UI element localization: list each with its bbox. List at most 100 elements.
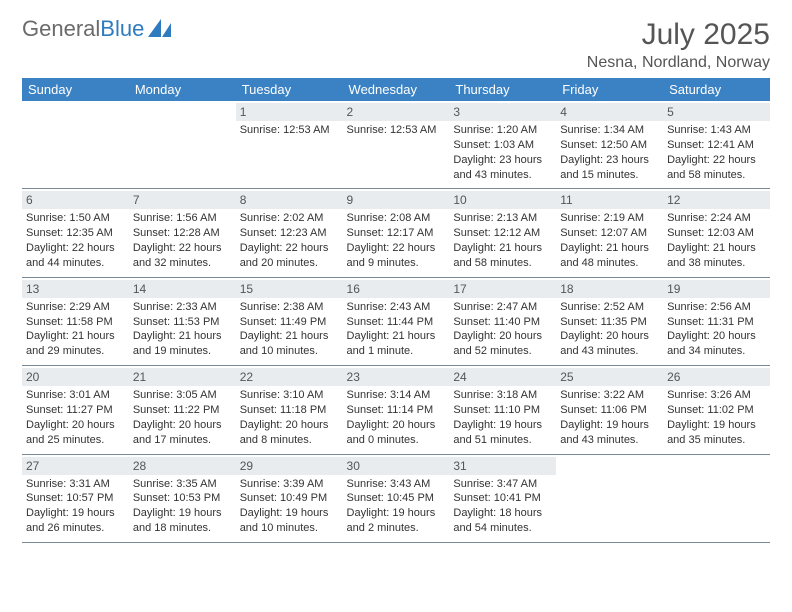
day-detail-line: Sunset: 11:31 PM [667, 315, 766, 330]
day-detail-line: Sunset: 12:07 AM [560, 226, 659, 241]
day-detail-line: Daylight: 21 hours and 29 minutes. [26, 329, 125, 359]
day-details: Sunrise: 3:10 AMSunset: 11:18 PMDaylight… [240, 388, 339, 447]
calendar-cell-inner: 31Sunrise: 3:47 AMSunset: 10:41 PMDaylig… [449, 455, 556, 542]
day-details: Sunrise: 3:18 AMSunset: 11:10 PMDaylight… [453, 388, 552, 447]
calendar-cell-inner: 1Sunrise: 12:53 AM [236, 101, 343, 185]
day-detail-line: Daylight: 20 hours and 43 minutes. [560, 329, 659, 359]
location-subtitle: Nesna, Nordland, Norway [587, 54, 770, 72]
day-detail-line: Daylight: 22 hours and 44 minutes. [26, 241, 125, 271]
calendar-cell-inner: 18Sunrise: 2:52 AMSunset: 11:35 PMDaylig… [556, 278, 663, 365]
calendar-cell-inner: 30Sunrise: 3:43 AMSunset: 10:45 PMDaylig… [343, 455, 450, 542]
day-detail-line: Sunset: 11:22 PM [133, 403, 232, 418]
calendar-cell-inner: 10Sunrise: 2:13 AMSunset: 12:12 AMDaylig… [449, 189, 556, 276]
day-detail-line: Daylight: 21 hours and 10 minutes. [240, 329, 339, 359]
day-details: Sunrise: 12:53 AM [347, 123, 446, 138]
page-header: GeneralBlue July 2025 Nesna, Nordland, N… [22, 18, 770, 72]
day-details: Sunrise: 1:20 AMSunset: 1:03 AMDaylight:… [453, 123, 552, 182]
day-details: Sunrise: 3:31 AMSunset: 10:57 PMDaylight… [26, 477, 125, 536]
day-detail-line: Daylight: 19 hours and 35 minutes. [667, 418, 766, 448]
day-detail-line: Sunset: 10:41 PM [453, 491, 552, 506]
day-detail-line: Daylight: 19 hours and 43 minutes. [560, 418, 659, 448]
calendar-cell-inner: 23Sunrise: 3:14 AMSunset: 11:14 PMDaylig… [343, 366, 450, 453]
day-detail-line: Sunrise: 2:38 AM [240, 300, 339, 315]
calendar-cell: 18Sunrise: 2:52 AMSunset: 11:35 PMDaylig… [556, 277, 663, 365]
day-detail-line: Sunrise: 3:18 AM [453, 388, 552, 403]
day-detail-line: Daylight: 21 hours and 38 minutes. [667, 241, 766, 271]
day-detail-line: Sunrise: 1:50 AM [26, 211, 125, 226]
calendar-cell: 25Sunrise: 3:22 AMSunset: 11:06 PMDaylig… [556, 366, 663, 454]
day-detail-line: Daylight: 22 hours and 20 minutes. [240, 241, 339, 271]
day-detail-line: Sunset: 11:06 PM [560, 403, 659, 418]
day-detail-line: Daylight: 21 hours and 1 minute. [347, 329, 446, 359]
day-detail-line: Daylight: 21 hours and 48 minutes. [560, 241, 659, 271]
day-detail-line: Sunset: 12:35 AM [26, 226, 125, 241]
day-number: 16 [343, 280, 450, 298]
day-detail-line: Sunset: 10:49 PM [240, 491, 339, 506]
day-details: Sunrise: 1:56 AMSunset: 12:28 AMDaylight… [133, 211, 232, 270]
calendar-cell: 31Sunrise: 3:47 AMSunset: 10:41 PMDaylig… [449, 454, 556, 542]
day-detail-line: Sunrise: 1:56 AM [133, 211, 232, 226]
calendar-cell-inner: 16Sunrise: 2:43 AMSunset: 11:44 PMDaylig… [343, 278, 450, 365]
day-detail-line: Sunrise: 2:56 AM [667, 300, 766, 315]
calendar-cell: 15 Sunrise: 2:38 AMSunset: 11:49 PMDaylig… [236, 277, 343, 365]
weekday-header: Monday [129, 78, 236, 101]
day-number: 24 [449, 368, 556, 386]
day-detail-line: Sunset: 11:10 PM [453, 403, 552, 418]
day-detail-line: Sunrise: 2:47 AM [453, 300, 552, 315]
calendar-cell-inner: 4Sunrise: 1:34 AMSunset: 12:50 AMDayligh… [556, 101, 663, 188]
weekday-header: Tuesday [236, 78, 343, 101]
day-detail-line: Daylight: 20 hours and 17 minutes. [133, 418, 232, 448]
calendar-body: 1Sunrise: 12:53 AM2Sunrise: 12:53 AM3Sun… [22, 101, 770, 542]
calendar-cell-inner [556, 455, 663, 539]
day-detail-line: Sunset: 12:03 AM [667, 226, 766, 241]
calendar-cell-inner: 27Sunrise: 3:31 AMSunset: 10:57 PMDaylig… [22, 455, 129, 542]
day-details: Sunrise: 2:38 AMSunset: 11:49 PMDaylight… [240, 300, 339, 359]
day-detail-line: Sunrise: 3:14 AM [347, 388, 446, 403]
day-number: 21 [129, 368, 236, 386]
calendar-cell-inner: 22Sunrise: 3:10 AMSunset: 11:18 PMDaylig… [236, 366, 343, 453]
day-number: 10 [449, 191, 556, 209]
day-number: 7 [129, 191, 236, 209]
month-year-title: July 2025 [587, 18, 770, 52]
day-detail-line: Sunset: 10:53 PM [133, 491, 232, 506]
day-details: Sunrise: 2:24 AMSunset: 12:03 AMDaylight… [667, 211, 766, 270]
calendar-cell [556, 454, 663, 542]
day-detail-line: Daylight: 22 hours and 9 minutes. [347, 241, 446, 271]
day-number: 5 [663, 103, 770, 121]
day-detail-line: Sunset: 1:03 AM [453, 138, 552, 153]
day-details: Sunrise: 3:43 AMSunset: 10:45 PMDaylight… [347, 477, 446, 536]
day-detail-line: Daylight: 20 hours and 52 minutes. [453, 329, 552, 359]
calendar-cell [22, 101, 129, 189]
day-number: 31 [449, 457, 556, 475]
calendar-cell-inner: 14Sunrise: 2:33 AMSunset: 11:53 PMDaylig… [129, 278, 236, 365]
day-number: 6 [22, 191, 129, 209]
day-detail-line: Daylight: 19 hours and 51 minutes. [453, 418, 552, 448]
day-number: 15 [236, 280, 343, 298]
calendar-cell-inner: 21 Sunrise: 3:05 AMSunset: 11:22 PMDaylig… [129, 366, 236, 453]
day-detail-line: Sunrise: 2:33 AM [133, 300, 232, 315]
calendar-cell: 8 Sunrise: 2:02 AMSunset: 12:23 AMDayligh… [236, 189, 343, 277]
day-details: Sunrise: 2:02 AMSunset: 12:23 AMDaylight… [240, 211, 339, 270]
calendar-cell: 11Sunrise: 2:19 AMSunset: 12:07 AMDaylig… [556, 189, 663, 277]
weekday-header: Saturday [663, 78, 770, 101]
day-detail-line: Daylight: 21 hours and 58 minutes. [453, 241, 552, 271]
weekday-header: Thursday [449, 78, 556, 101]
day-detail-line: Sunrise: 3:43 AM [347, 477, 446, 492]
day-detail-line: Sunset: 11:58 PM [26, 315, 125, 330]
calendar-cell: 5Sunrise: 1:43 AMSunset: 12:41 AMDayligh… [663, 101, 770, 189]
calendar-cell-inner: 9Sunrise: 2:08 AMSunset: 12:17 AMDayligh… [343, 189, 450, 276]
day-details: Sunrise: 2:08 AMSunset: 12:17 AMDaylight… [347, 211, 446, 270]
calendar-cell-inner [129, 101, 236, 185]
title-block: July 2025 Nesna, Nordland, Norway [587, 18, 770, 72]
day-number: 8 [236, 191, 343, 209]
day-detail-line: Daylight: 20 hours and 8 minutes. [240, 418, 339, 448]
day-detail-line: Sunset: 10:45 PM [347, 491, 446, 506]
day-number: 19 [663, 280, 770, 298]
calendar-cell: 23Sunrise: 3:14 AMSunset: 11:14 PMDaylig… [343, 366, 450, 454]
calendar-cell: 21 Sunrise: 3:05 AMSunset: 11:22 PMDaylig… [129, 366, 236, 454]
day-detail-line: Sunrise: 3:05 AM [133, 388, 232, 403]
calendar-cell: 27Sunrise: 3:31 AMSunset: 10:57 PMDaylig… [22, 454, 129, 542]
calendar-cell: 4Sunrise: 1:34 AMSunset: 12:50 AMDayligh… [556, 101, 663, 189]
day-number: 20 [22, 368, 129, 386]
day-detail-line: Sunrise: 3:31 AM [26, 477, 125, 492]
